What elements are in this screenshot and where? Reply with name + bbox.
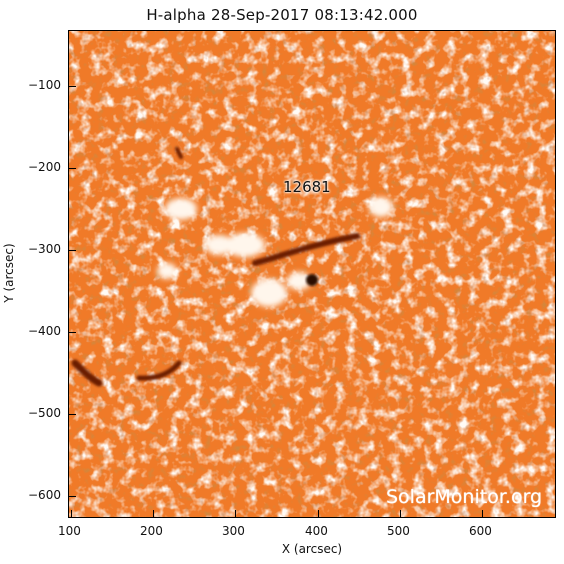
x-tick-label: 100 [58,524,81,538]
y-tick-mark [68,250,76,251]
plot-title: H-alpha 28-Sep-2017 08:13:42.000 [146,6,418,24]
x-tick-mark [235,510,236,518]
watermark: SolarMonitor.org [386,486,543,508]
x-tick-mark [482,510,483,518]
y-tick-mark [68,168,76,169]
x-tick-label: 400 [305,524,328,538]
x-tick-label: 600 [469,524,492,538]
x-tick-mark [153,510,154,518]
x-tick-mark [71,510,72,518]
filaments [71,147,361,387]
solar-image-canvas [69,31,555,517]
y-tick-mark [68,414,76,415]
y-tick-mark [68,496,76,497]
y-tick-label: −500 [28,406,61,420]
y-tick-label: −300 [28,242,61,256]
y-axis-label: Y (arcsec) [2,243,16,303]
x-tick-label: 200 [140,524,163,538]
plage-regions [157,197,393,307]
y-tick-mark [68,332,76,333]
x-tick-label: 300 [222,524,245,538]
x-tick-mark [400,510,401,518]
y-tick-label: −400 [28,324,61,338]
y-tick-label: −200 [28,160,61,174]
y-tick-mark [68,86,76,87]
x-tick-mark [318,510,319,518]
halpha-image [68,30,556,518]
active-region-label: 12681 [283,178,331,196]
y-tick-label: −100 [28,78,61,92]
x-axis-label: X (arcsec) [281,542,343,556]
x-tick-label: 500 [387,524,410,538]
y-tick-label: −600 [28,488,61,502]
sunspot [306,274,318,286]
